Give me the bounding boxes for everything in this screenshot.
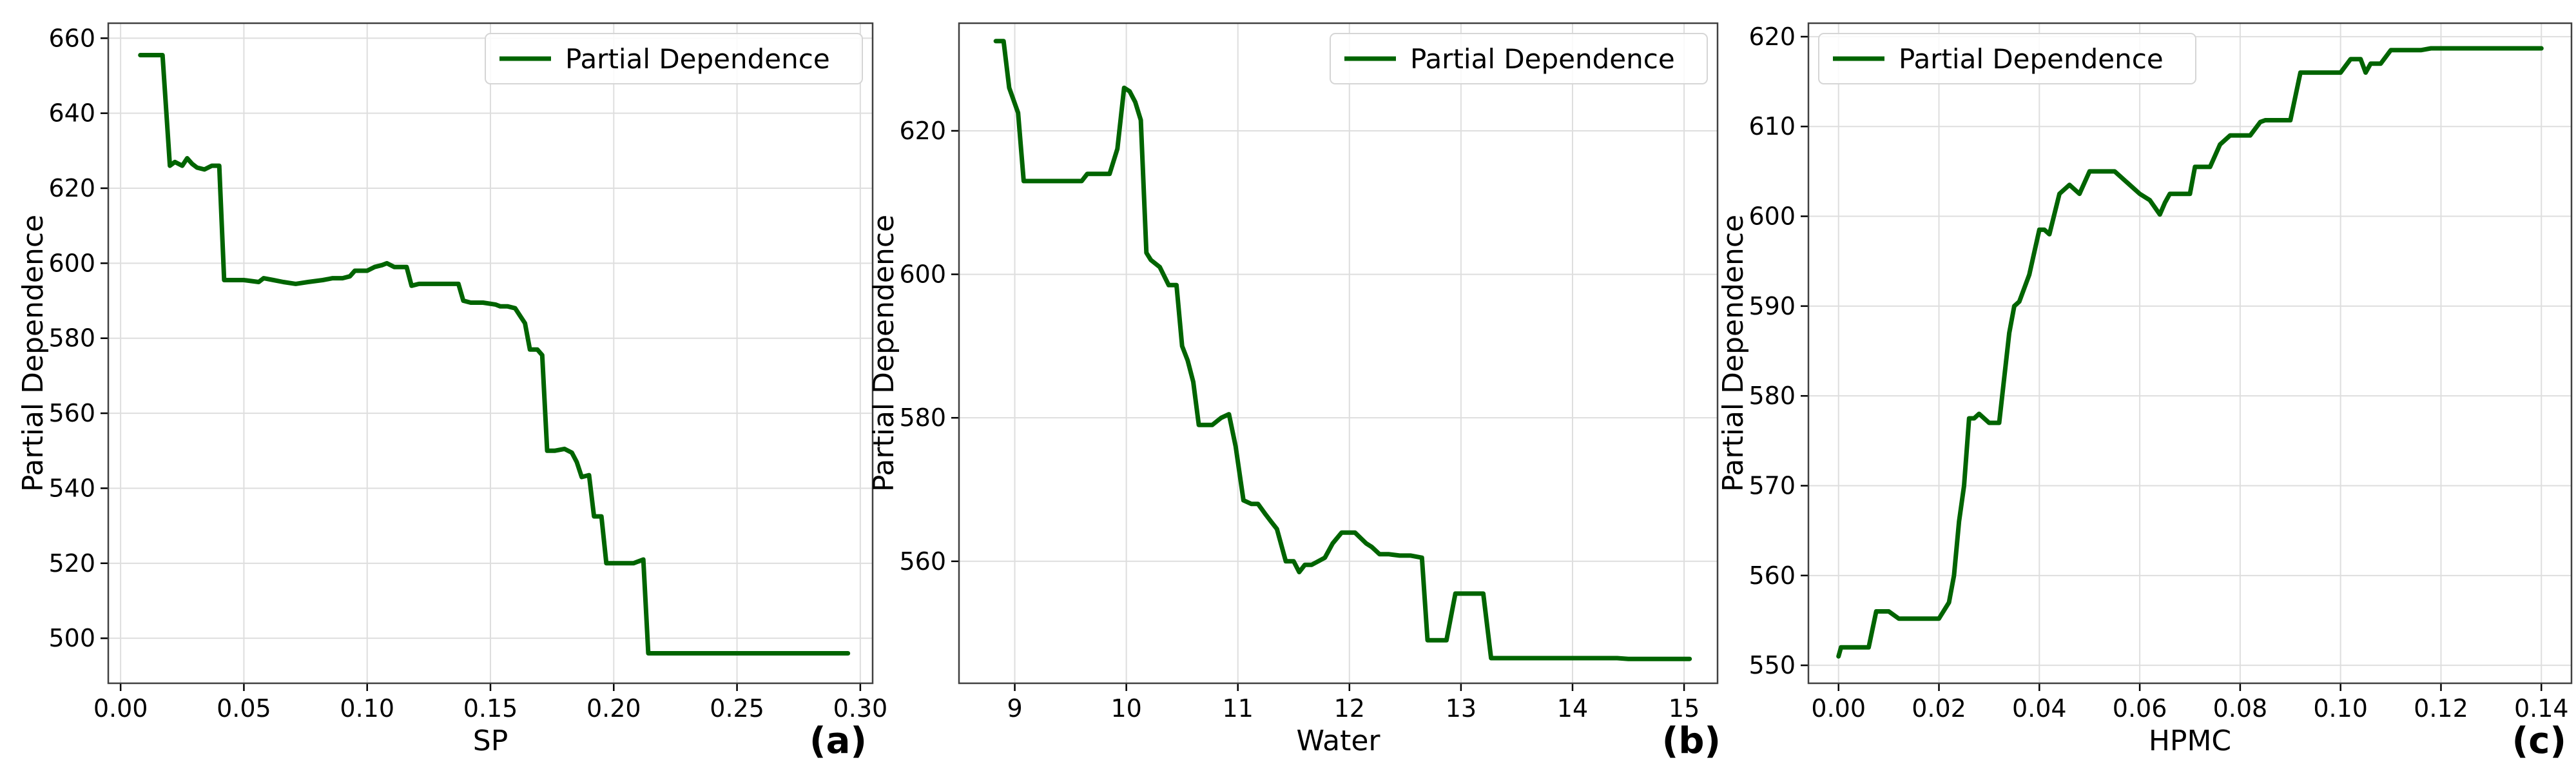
legend-label: Partial Dependence bbox=[565, 43, 830, 75]
x-tick-label: 0.00 bbox=[93, 694, 148, 723]
x-tick-label: 14 bbox=[1557, 694, 1588, 723]
panel-c: 0.00 0.02 0.04 0.06 0.08 0.10 0.12 0.14 550 560 57… bbox=[1717, 22, 2573, 762]
x-axis-label: HPMC bbox=[2149, 725, 2231, 757]
series-line bbox=[138, 53, 851, 656]
legend-label: Partial Dependence bbox=[1410, 43, 1675, 75]
legend-box bbox=[1330, 33, 1708, 84]
y-tick-label: 580 bbox=[1748, 382, 1796, 410]
x-tick-label: 0.05 bbox=[217, 694, 271, 723]
y-tick-label: 560 bbox=[48, 399, 95, 427]
x-tick-label: 10 bbox=[1110, 694, 1141, 723]
x-tick-label: 13 bbox=[1446, 694, 1477, 723]
x-axis-label: Water bbox=[1296, 725, 1380, 757]
series-line bbox=[993, 39, 1692, 661]
x-tick-label: 0.12 bbox=[2414, 694, 2468, 723]
y-axis-label: Partial Dependence bbox=[1717, 215, 1750, 492]
y-axis-label: Partial Dependence bbox=[17, 215, 50, 492]
x-tick-label: 0.02 bbox=[1912, 694, 1966, 723]
x-tick-label: 0.30 bbox=[833, 694, 888, 723]
y-tick-label: 600 bbox=[48, 249, 95, 277]
plot-frame bbox=[958, 22, 1719, 685]
panel-a: 0.00 0.05 0.10 0.15 0.20 0.25 0.30 500 520 540 560… bbox=[17, 22, 888, 762]
y-tick-label: 550 bbox=[1748, 651, 1796, 679]
plot-area bbox=[959, 23, 1718, 683]
x-tick-label: 9 bbox=[1007, 694, 1022, 723]
y-tick-label: 620 bbox=[1748, 23, 1796, 51]
plot-frame bbox=[107, 22, 874, 685]
y-axis-label: Partial Dependence bbox=[867, 215, 900, 492]
y-tick-label: 660 bbox=[48, 24, 95, 52]
x-tick-label: 0.00 bbox=[1811, 694, 1866, 723]
y-tick-label: 590 bbox=[1748, 292, 1796, 320]
x-tick-label: 0.06 bbox=[2113, 694, 2167, 723]
x-tick-label: 0.20 bbox=[586, 694, 641, 723]
x-axis-label: SP bbox=[473, 725, 508, 757]
y-tick-label: 540 bbox=[48, 474, 95, 502]
x-tick-label: 12 bbox=[1334, 694, 1365, 723]
x-tick-label: 0.08 bbox=[2213, 694, 2268, 723]
plot-frame bbox=[1807, 22, 2573, 685]
legend-box bbox=[1818, 33, 2196, 84]
y-tick-label: 560 bbox=[1748, 561, 1796, 590]
x-tick-label: 11 bbox=[1223, 694, 1254, 723]
y-tick-label: 570 bbox=[1748, 471, 1796, 500]
panel-label: (c) bbox=[2512, 720, 2566, 762]
y-tick-label: 520 bbox=[48, 549, 95, 578]
y-tick-label: 600 bbox=[899, 260, 946, 289]
y-tick-label: 640 bbox=[48, 99, 95, 128]
panel-label: (b) bbox=[1662, 720, 1721, 762]
x-tick-label: 0.04 bbox=[2012, 694, 2067, 723]
x-tick-label: 0.25 bbox=[710, 694, 764, 723]
y-tick-label: 500 bbox=[48, 624, 95, 652]
y-tick-label: 610 bbox=[1748, 112, 1796, 141]
x-tick-label: 0.15 bbox=[463, 694, 518, 723]
x-tick-label: 0.10 bbox=[2313, 694, 2368, 723]
y-tick-label: 560 bbox=[899, 547, 946, 576]
x-tick-label: 0.10 bbox=[340, 694, 394, 723]
legend-label: Partial Dependence bbox=[1899, 43, 2164, 75]
plot-area bbox=[1808, 23, 2571, 683]
y-tick-label: 580 bbox=[899, 404, 946, 432]
panel-b: 9 10 11 12 13 14 15 560 580 600 620 Water Partial De… bbox=[867, 22, 1721, 762]
x-tick-label: 0.14 bbox=[2514, 694, 2569, 723]
legend-box bbox=[485, 33, 863, 84]
panel-label: (a) bbox=[809, 720, 867, 762]
y-tick-label: 580 bbox=[48, 324, 95, 353]
x-tick-label: 15 bbox=[1669, 694, 1700, 723]
series-line bbox=[1836, 46, 2544, 659]
y-tick-label: 600 bbox=[1748, 202, 1796, 231]
y-tick-label: 620 bbox=[48, 174, 95, 202]
y-tick-label: 620 bbox=[899, 117, 946, 145]
